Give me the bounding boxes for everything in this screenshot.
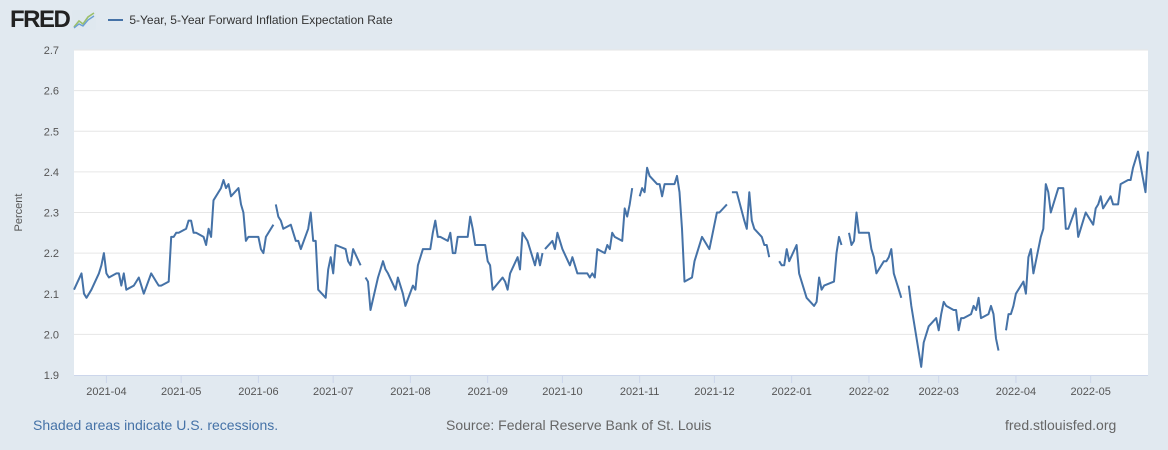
x-tick-label: 2021-06	[238, 386, 278, 398]
legend-label[interactable]: 5-Year, 5-Year Forward Inflation Expecta…	[129, 13, 393, 27]
x-tick-label: 2021-08	[390, 386, 430, 398]
chart-header: FRED 5-Year, 5-Year Forward Inflation Ex…	[10, 6, 393, 34]
x-tick-label: 2022-01	[771, 386, 811, 398]
x-tick-label: 2021-09	[467, 386, 507, 398]
x-tick-label: 2022-04	[996, 386, 1036, 398]
series-line-segment	[731, 191, 771, 258]
series-line-segment	[274, 204, 362, 299]
x-axis-ticks: 2021-04 2021-05 2021-06 2021-07 2021-08 2021-…	[74, 375, 1148, 398]
fred-logo[interactable]: FRED	[10, 6, 71, 33]
y-tick-label: 1.9	[44, 370, 59, 382]
series-line-segment	[73, 179, 275, 299]
series-line-segment	[638, 166, 728, 283]
y-tick-label: 2.1	[44, 289, 59, 301]
series-line-segment	[1005, 150, 1149, 331]
y-axis-label: Percent	[13, 194, 25, 232]
x-tick-label: 2022-03	[918, 386, 958, 398]
chart-legend: 5-Year, 5-Year Forward Inflation Expecta…	[108, 13, 393, 27]
x-tick-label: 2022-02	[849, 386, 889, 398]
recession-note-link[interactable]: Shaded areas indicate U.S. recessions.	[33, 417, 279, 433]
x-tick-label: 2021-05	[161, 386, 201, 398]
series-group	[73, 150, 1149, 368]
y-tick-label: 2.4	[44, 167, 59, 179]
x-tick-label: 2021-04	[86, 386, 126, 398]
y-tick-label: 2.3	[44, 208, 59, 220]
series-line-segment	[848, 211, 903, 299]
grid-lines	[74, 49, 1148, 335]
y-tick-label: 2.5	[44, 126, 59, 138]
legend-swatch	[108, 19, 124, 21]
series-line-segment	[364, 215, 544, 311]
x-tick-label: 2021-12	[694, 386, 734, 398]
y-tick-label: 2.2	[44, 248, 59, 260]
series-line-segment	[907, 285, 1000, 368]
source-text: Source: Federal Reserve Bank of St. Loui…	[446, 417, 712, 433]
x-tick-label: 2021-10	[542, 386, 582, 398]
y-tick-label: 2.6	[44, 86, 59, 98]
y-axis-ticks: 1.9 2.0 2.1 2.2 2.3 2.4 2.5 2.6 2.7	[44, 45, 59, 382]
x-tick-label: 2022-05	[1070, 386, 1110, 398]
chart-line-icon	[72, 10, 97, 30]
site-link[interactable]: fred.stlouisfed.org	[1005, 417, 1117, 433]
x-tick-label: 2021-11	[620, 386, 660, 398]
y-tick-label: 2.0	[44, 329, 59, 341]
x-tick-label: 2021-07	[313, 386, 353, 398]
y-tick-label: 2.7	[44, 45, 59, 57]
series-line-segment	[544, 187, 634, 279]
series-line-segment	[778, 235, 843, 307]
